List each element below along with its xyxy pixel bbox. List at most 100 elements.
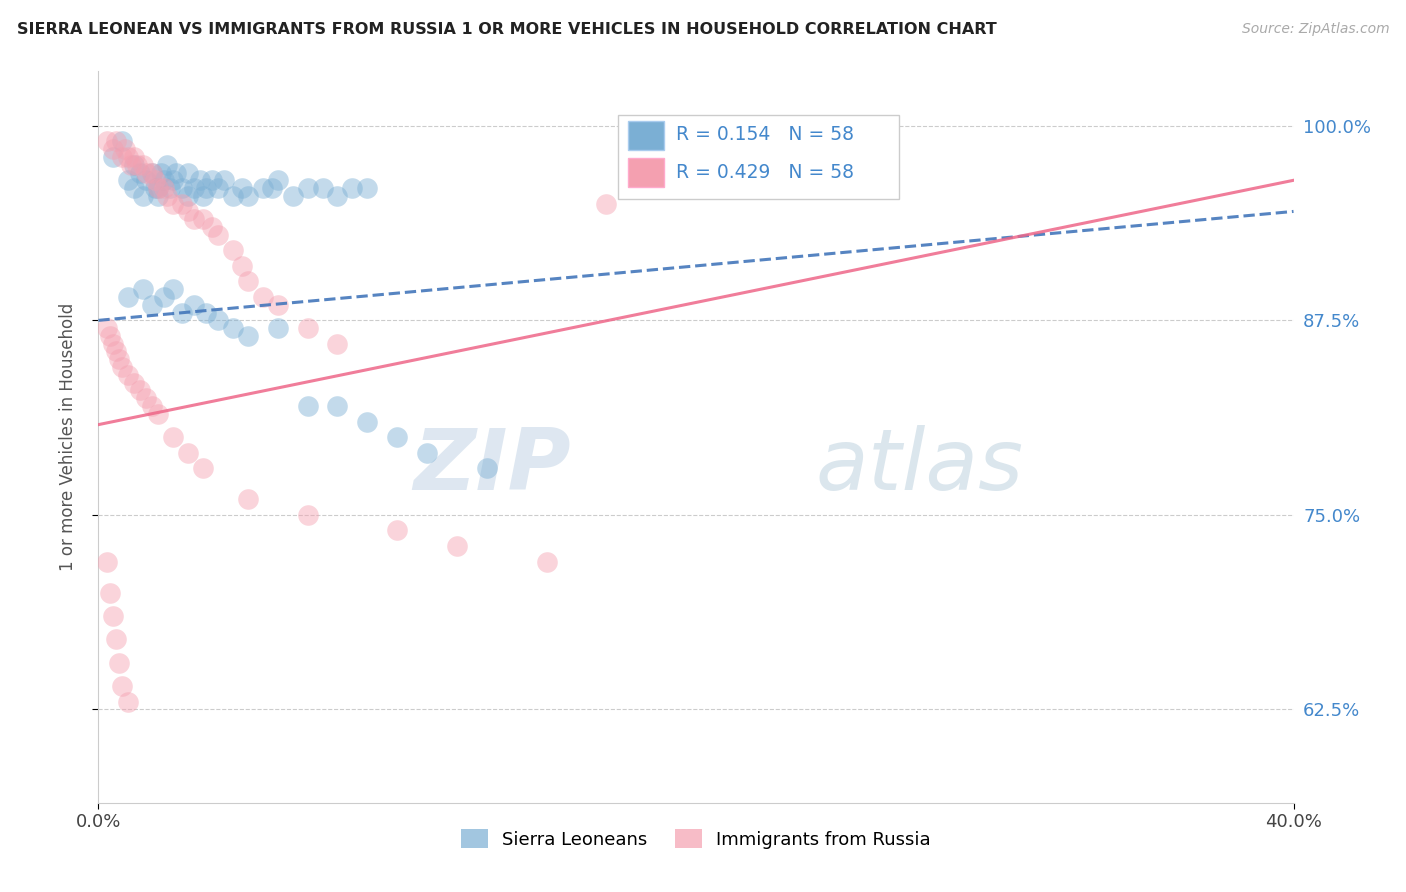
Point xyxy=(356,415,378,429)
Point xyxy=(172,181,194,195)
Y-axis label: 1 or more Vehicles in Household: 1 or more Vehicles in Household xyxy=(59,303,77,571)
Point xyxy=(207,181,229,195)
Point xyxy=(132,189,155,203)
Point xyxy=(156,158,179,172)
Point xyxy=(156,189,179,203)
Point xyxy=(595,196,617,211)
Point xyxy=(108,352,131,367)
Point xyxy=(267,321,290,335)
Point xyxy=(267,298,290,312)
Point xyxy=(326,399,349,413)
Point xyxy=(385,524,409,538)
Point xyxy=(96,321,118,335)
Point xyxy=(143,173,166,187)
Point xyxy=(111,150,134,164)
Point xyxy=(96,135,118,149)
Point xyxy=(132,282,155,296)
Point xyxy=(105,632,128,647)
Point xyxy=(141,298,163,312)
Point xyxy=(141,165,163,179)
Point xyxy=(117,290,139,304)
Point xyxy=(222,321,245,335)
Point xyxy=(183,298,205,312)
FancyBboxPatch shape xyxy=(619,115,900,200)
Point xyxy=(132,158,155,172)
Point xyxy=(191,212,214,227)
Point xyxy=(129,165,152,179)
Point xyxy=(103,336,125,351)
Point xyxy=(143,181,166,195)
Point xyxy=(114,142,136,156)
Point xyxy=(98,329,122,343)
Point xyxy=(183,181,205,195)
Point xyxy=(135,391,157,405)
Text: ZIP: ZIP xyxy=(413,425,571,508)
Point xyxy=(297,321,319,335)
Point xyxy=(207,227,229,242)
Point xyxy=(150,165,173,179)
Point xyxy=(297,399,319,413)
Point xyxy=(446,539,468,553)
Point xyxy=(177,189,200,203)
Point xyxy=(117,695,139,709)
Point xyxy=(183,212,205,227)
Point xyxy=(297,181,319,195)
Point xyxy=(105,344,128,359)
Point xyxy=(96,555,118,569)
Point xyxy=(120,158,142,172)
Point xyxy=(222,244,245,258)
Point xyxy=(201,173,224,187)
Point xyxy=(108,656,131,670)
Point xyxy=(111,679,134,693)
Point xyxy=(191,189,214,203)
FancyBboxPatch shape xyxy=(628,121,664,151)
Point xyxy=(111,135,134,149)
Point xyxy=(236,189,259,203)
Point xyxy=(153,181,176,195)
Point xyxy=(124,150,146,164)
Text: atlas: atlas xyxy=(815,425,1024,508)
Point xyxy=(356,181,378,195)
Point xyxy=(236,275,259,289)
Point xyxy=(475,461,498,475)
Point xyxy=(326,336,349,351)
Point xyxy=(311,181,333,195)
Text: R = 0.154   N = 58: R = 0.154 N = 58 xyxy=(676,125,853,144)
Point xyxy=(195,305,218,319)
Point xyxy=(124,376,146,390)
Point xyxy=(297,508,319,522)
Point xyxy=(177,204,200,219)
Point xyxy=(177,165,200,179)
Point xyxy=(281,189,304,203)
Point xyxy=(103,609,125,624)
Text: SIERRA LEONEAN VS IMMIGRANTS FROM RUSSIA 1 OR MORE VEHICLES IN HOUSEHOLD CORRELA: SIERRA LEONEAN VS IMMIGRANTS FROM RUSSIA… xyxy=(17,22,997,37)
Point xyxy=(103,142,125,156)
Text: R = 0.429   N = 58: R = 0.429 N = 58 xyxy=(676,163,853,182)
Point xyxy=(165,165,187,179)
Point xyxy=(188,173,211,187)
Point xyxy=(135,173,157,187)
Point xyxy=(195,181,218,195)
Point xyxy=(148,181,170,195)
Point xyxy=(148,181,170,195)
Point xyxy=(236,492,259,507)
Point xyxy=(260,181,283,195)
Point xyxy=(117,173,139,187)
Point xyxy=(162,173,184,187)
Point xyxy=(231,181,253,195)
Point xyxy=(172,196,194,211)
Legend: Sierra Leoneans, Immigrants from Russia: Sierra Leoneans, Immigrants from Russia xyxy=(454,822,938,856)
Text: Source: ZipAtlas.com: Source: ZipAtlas.com xyxy=(1241,22,1389,37)
Point xyxy=(201,219,224,234)
Point xyxy=(141,399,163,413)
Point xyxy=(141,165,163,179)
Point xyxy=(162,282,184,296)
Point xyxy=(191,461,214,475)
Point xyxy=(117,368,139,382)
Point xyxy=(103,150,125,164)
Point xyxy=(98,585,122,599)
Point xyxy=(124,181,146,195)
Point xyxy=(105,135,128,149)
Point xyxy=(124,158,146,172)
Point xyxy=(177,445,200,459)
